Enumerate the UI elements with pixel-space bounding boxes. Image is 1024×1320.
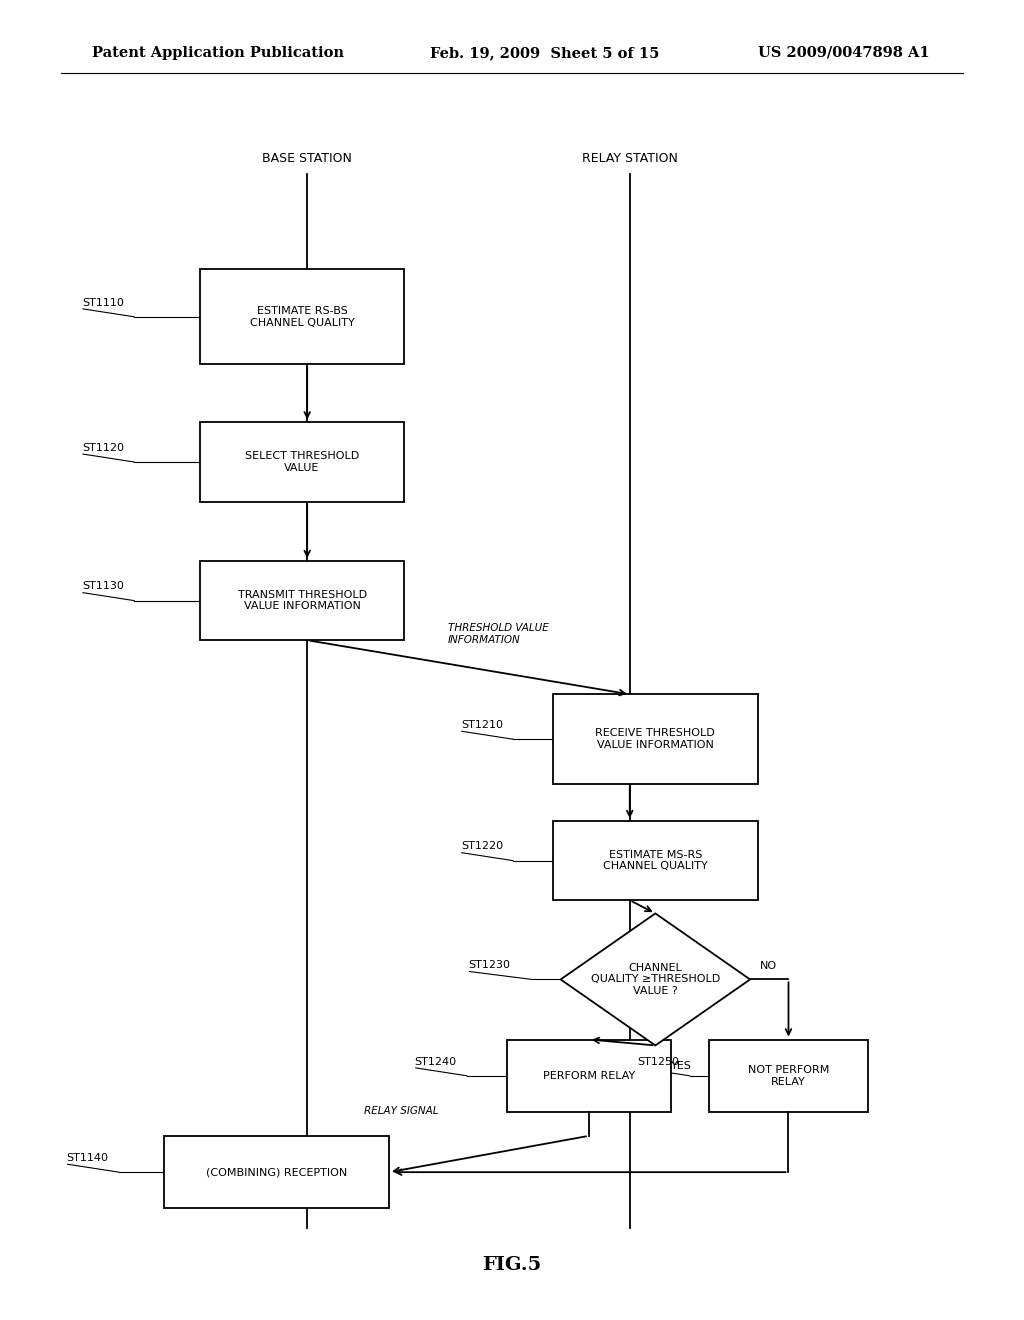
Text: ST1220: ST1220	[461, 841, 503, 851]
Text: ESTIMATE RS-BS
CHANNEL QUALITY: ESTIMATE RS-BS CHANNEL QUALITY	[250, 306, 354, 327]
Text: THRESHOLD VALUE
INFORMATION: THRESHOLD VALUE INFORMATION	[449, 623, 549, 645]
FancyBboxPatch shape	[709, 1040, 868, 1111]
Text: (COMBINING) RECEPTION: (COMBINING) RECEPTION	[206, 1167, 347, 1177]
FancyBboxPatch shape	[507, 1040, 671, 1111]
Text: Patent Application Publication: Patent Application Publication	[92, 46, 344, 59]
Text: US 2009/0047898 A1: US 2009/0047898 A1	[758, 46, 930, 59]
Text: ST1250: ST1250	[637, 1056, 680, 1067]
Text: ST1120: ST1120	[82, 442, 124, 453]
Text: NOT PERFORM
RELAY: NOT PERFORM RELAY	[748, 1065, 829, 1086]
Text: ESTIMATE MS-RS
CHANNEL QUALITY: ESTIMATE MS-RS CHANNEL QUALITY	[603, 850, 708, 871]
FancyBboxPatch shape	[164, 1135, 389, 1209]
Text: ST1230: ST1230	[469, 960, 511, 970]
FancyBboxPatch shape	[553, 821, 758, 900]
Text: ST1130: ST1130	[82, 581, 124, 591]
Text: ST1240: ST1240	[415, 1056, 457, 1067]
Polygon shape	[561, 913, 750, 1045]
Text: FIG.5: FIG.5	[482, 1255, 542, 1274]
Text: CHANNEL
QUALITY ≥THRESHOLD
VALUE ?: CHANNEL QUALITY ≥THRESHOLD VALUE ?	[591, 962, 720, 997]
Text: RECEIVE THRESHOLD
VALUE INFORMATION: RECEIVE THRESHOLD VALUE INFORMATION	[596, 729, 715, 750]
Text: ST1210: ST1210	[461, 719, 503, 730]
Text: RELAY SIGNAL: RELAY SIGNAL	[364, 1106, 438, 1115]
Text: RELAY STATION: RELAY STATION	[582, 152, 678, 165]
Text: BASE STATION: BASE STATION	[262, 152, 352, 165]
Text: YES: YES	[671, 1061, 691, 1072]
Text: Feb. 19, 2009  Sheet 5 of 15: Feb. 19, 2009 Sheet 5 of 15	[430, 46, 659, 59]
Text: PERFORM RELAY: PERFORM RELAY	[543, 1071, 635, 1081]
Text: NO: NO	[760, 961, 777, 972]
FancyBboxPatch shape	[200, 561, 404, 640]
Text: ST1140: ST1140	[67, 1152, 109, 1163]
FancyBboxPatch shape	[200, 269, 404, 364]
FancyBboxPatch shape	[553, 694, 758, 784]
FancyBboxPatch shape	[200, 422, 404, 502]
Text: ST1110: ST1110	[82, 297, 124, 308]
Text: SELECT THRESHOLD
VALUE: SELECT THRESHOLD VALUE	[245, 451, 359, 473]
Text: TRANSMIT THRESHOLD
VALUE INFORMATION: TRANSMIT THRESHOLD VALUE INFORMATION	[238, 590, 367, 611]
